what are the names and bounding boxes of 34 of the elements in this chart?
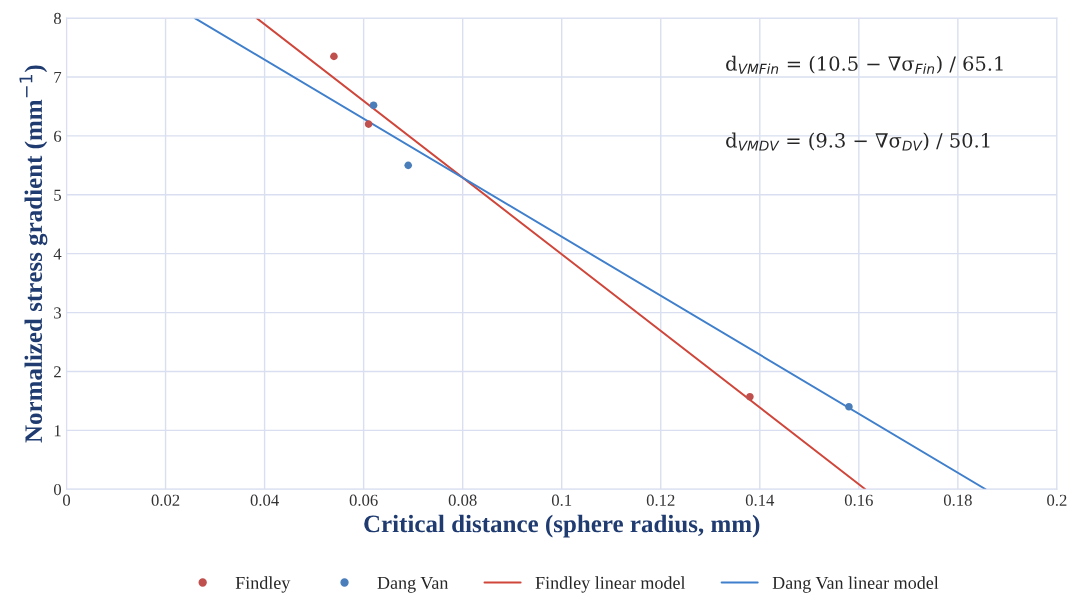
annotation: d$_{VMFin}$ = (10.5 − ∇σ$_{Fin}$) / 65.1: [726, 55, 1003, 74]
y-tick-label: 5: [54, 189, 62, 201]
y-tick-label: 6: [54, 130, 62, 142]
legend-label: Dang Van linear model: [772, 576, 939, 593]
y-tick-label: 7: [54, 71, 62, 83]
x-tick-label: 0.1: [551, 494, 572, 506]
legend-label: Findley: [235, 576, 291, 593]
legend-label: Dang Van: [377, 576, 449, 593]
point: [845, 402, 853, 411]
y-tick-label: 4: [53, 248, 62, 260]
point: [364, 120, 373, 128]
x-tick-label: 0.14: [745, 494, 775, 506]
y-tick-label: 3: [54, 307, 62, 319]
x-tick-label: 0.2: [1047, 494, 1067, 506]
y-tick-label: 0: [53, 483, 62, 496]
x-tick-label: 0.12: [646, 494, 675, 506]
x-tick-label: 0.06: [349, 494, 378, 506]
point: [330, 52, 338, 61]
legend-label: Findley linear model: [535, 576, 686, 593]
x-tick-label: 0.18: [943, 494, 972, 506]
y-axis-title: Normalized stress gradient (mm$^{−1}$): [19, 65, 48, 443]
x-tick-label: 0.02: [151, 494, 180, 506]
x-tick-label: 0: [62, 494, 71, 506]
point: [369, 101, 378, 110]
point: [746, 392, 754, 401]
x-tick-label: 0.16: [844, 494, 873, 506]
y-tick-label: 1: [54, 425, 61, 437]
y-tick-label: 8: [53, 12, 62, 25]
point: [404, 161, 413, 170]
annotation: d$_{VMDV}$ = (9.3 − ∇σ$_{DV}$) / 50.1: [726, 132, 990, 151]
x-tick-label: 0.08: [448, 494, 477, 506]
x-tick-label: 0.04: [250, 494, 279, 506]
x-axis-title: Critical distance (sphere radius, mm): [364, 514, 760, 538]
y-tick-label: 2: [54, 366, 61, 378]
